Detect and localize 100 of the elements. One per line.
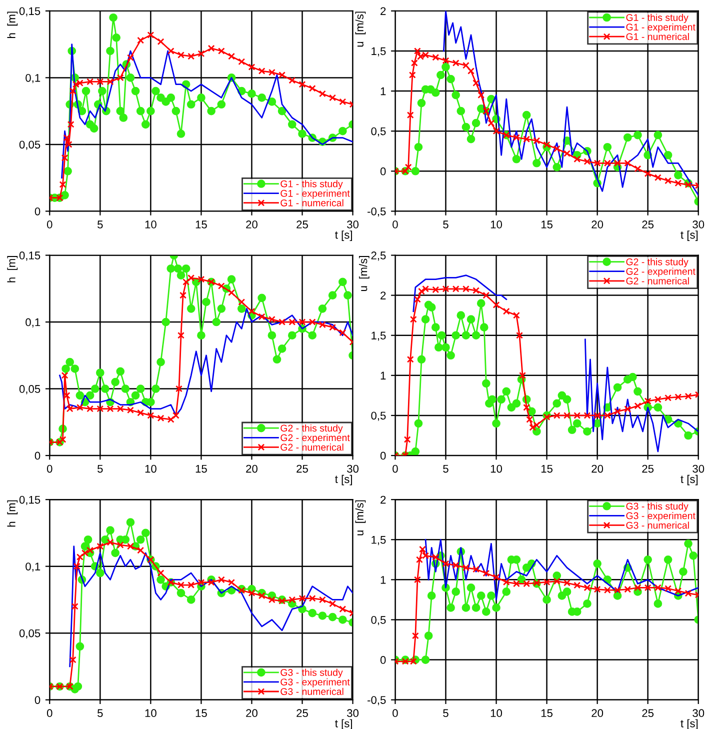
x-tick-label: 15 (196, 709, 207, 718)
y-tick-label: 0,1 (26, 74, 40, 84)
legend-label: G2 - experiment (280, 434, 350, 444)
y-tick-label: 1 (380, 576, 386, 584)
x-tick-label: 15 (541, 464, 553, 473)
x-tick-label: 10 (145, 709, 156, 718)
x-tick-label: 30 (347, 464, 359, 473)
legend-label: G2 - numerical (280, 444, 344, 451)
y-tick-label: 0 (34, 452, 40, 460)
x-axis-title: t [s] (680, 474, 698, 486)
x-tick-label: 15 (196, 464, 207, 473)
y-tick-label: 0,15 (19, 252, 40, 261)
legend-label: G3 - numerical (626, 522, 689, 529)
legend-label: G1 - experiment (626, 23, 696, 32)
x-tick-label: 20 (592, 220, 604, 228)
x-tick-label: 5 (98, 709, 103, 718)
legend-label: G1 - numerical (626, 32, 689, 40)
x-tick-label: 5 (98, 220, 103, 228)
legend-label: G3 - this study (280, 668, 343, 678)
x-tick-label: 0 (392, 220, 398, 228)
y-tick-label: 1,5 (372, 536, 386, 546)
x-axis-title: t [s] (680, 230, 698, 241)
x-tick-label: 30 (692, 464, 704, 473)
y-tick-label: 2 (380, 7, 386, 15)
x-tick-label: 5 (98, 464, 103, 473)
y-tick-label: 0,05 (19, 629, 40, 639)
x-tick-label: 0 (46, 464, 52, 473)
x-tick-label: 0 (46, 709, 52, 718)
x-tick-label: 20 (246, 464, 258, 473)
y-tick-label: 2,5 (371, 252, 386, 261)
y-tick-label: 2 (380, 292, 386, 300)
y-axis-title: h [m] (7, 12, 18, 38)
y-tick-label: 0 (34, 696, 40, 704)
y-tick-label: 0,5 (371, 412, 386, 421)
legend-label: G2 - this study (280, 424, 343, 434)
x-tick-label: 30 (347, 220, 359, 228)
y-tick-label: 0,15 (19, 7, 40, 16)
x-tick-label: 0 (46, 220, 52, 228)
y-axis-title: u [m/s] (359, 256, 370, 291)
y-tick-label: 0,1 (26, 318, 40, 328)
y-axis-title: u [m/s] (355, 500, 366, 536)
x-tick-label: 20 (246, 709, 258, 718)
y-tick-label: -0,5 (368, 696, 386, 706)
x-tick-label: 25 (296, 220, 308, 228)
x-tick-label: 25 (642, 220, 654, 228)
legend-label: G3 - this study (626, 502, 688, 512)
x-tick-label: 10 (490, 220, 502, 228)
x-tick-label: 15 (541, 709, 553, 718)
x-tick-label: 5 (443, 464, 448, 473)
x-tick-label: 20 (246, 220, 258, 228)
legend-label: G2 - numerical (626, 277, 689, 284)
legend-label: G1 - numerical (280, 199, 344, 206)
x-tick-label: 30 (692, 220, 704, 228)
x-tick-label: 0 (392, 464, 398, 473)
legend-label: G2 - experiment (626, 268, 696, 277)
x-tick-label: 10 (145, 220, 156, 228)
legend-label: G3 - numerical (280, 688, 344, 695)
y-tick-label: 0,05 (19, 140, 40, 150)
y-tick-label: 0 (380, 452, 386, 460)
y-axis-title: u [m/s] (355, 12, 366, 47)
x-tick-label: 15 (541, 220, 553, 228)
y-tick-label: 0 (380, 167, 386, 176)
x-tick-label: 30 (692, 709, 704, 718)
x-tick-label: 25 (296, 464, 308, 473)
x-axis-title: t [s] (335, 230, 352, 241)
y-tick-label: 0,1 (26, 562, 40, 572)
y-tick-label: 0,15 (19, 496, 40, 506)
x-tick-label: 25 (642, 709, 654, 718)
x-tick-label: 25 (296, 709, 308, 718)
legend-label: G1 - this study (280, 180, 343, 190)
y-tick-label: 0,5 (371, 127, 386, 137)
x-tick-label: 30 (347, 709, 359, 718)
x-tick-label: 10 (145, 464, 156, 473)
y-tick-label: 0,05 (19, 385, 40, 394)
x-tick-label: 10 (490, 709, 502, 718)
x-tick-label: 0 (392, 709, 398, 718)
x-tick-label: 20 (592, 464, 604, 473)
x-tick-label: 5 (443, 220, 448, 228)
x-tick-label: 10 (490, 464, 502, 473)
y-tick-label: 0,5 (371, 616, 386, 626)
y-tick-label: 0 (34, 207, 40, 216)
y-axis-title: h [m] (7, 500, 18, 527)
x-tick-label: 20 (592, 709, 604, 718)
legend-label: G1 - this study (626, 14, 688, 23)
legend-label: G1 - experiment (280, 190, 350, 199)
y-axis-title: h [m] (7, 256, 18, 282)
legend-label: G3 - experiment (280, 678, 350, 688)
y-tick-label: 0 (380, 656, 386, 664)
x-axis-title: t [s] (335, 474, 352, 486)
y-tick-label: 1,5 (372, 47, 386, 56)
y-tick-label: 1 (380, 372, 386, 380)
y-tick-label: 2 (380, 496, 386, 504)
y-tick-label: 1 (380, 87, 386, 96)
x-tick-label: 15 (196, 220, 207, 228)
y-tick-label: -0,5 (368, 207, 386, 217)
y-tick-label: 1,5 (372, 332, 386, 341)
x-tick-label: 25 (642, 464, 654, 473)
legend-label: G3 - experiment (626, 512, 696, 522)
x-tick-label: 5 (443, 709, 448, 718)
legend-label: G2 - this study (626, 258, 688, 268)
